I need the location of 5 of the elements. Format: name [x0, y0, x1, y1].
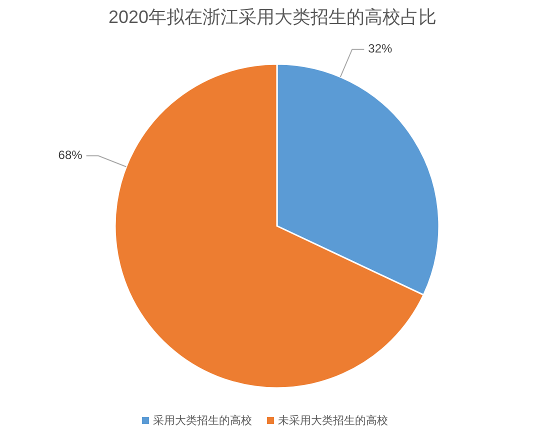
- chart-title: 2020年拟在浙江采用大类招生的高校占比: [108, 6, 437, 27]
- legend-label: 未采用大类招生的高校: [278, 414, 388, 427]
- legend-label: 采用大类招生的高校: [153, 414, 252, 427]
- data-label: 68%: [58, 148, 83, 162]
- data-label: 32%: [368, 41, 392, 56]
